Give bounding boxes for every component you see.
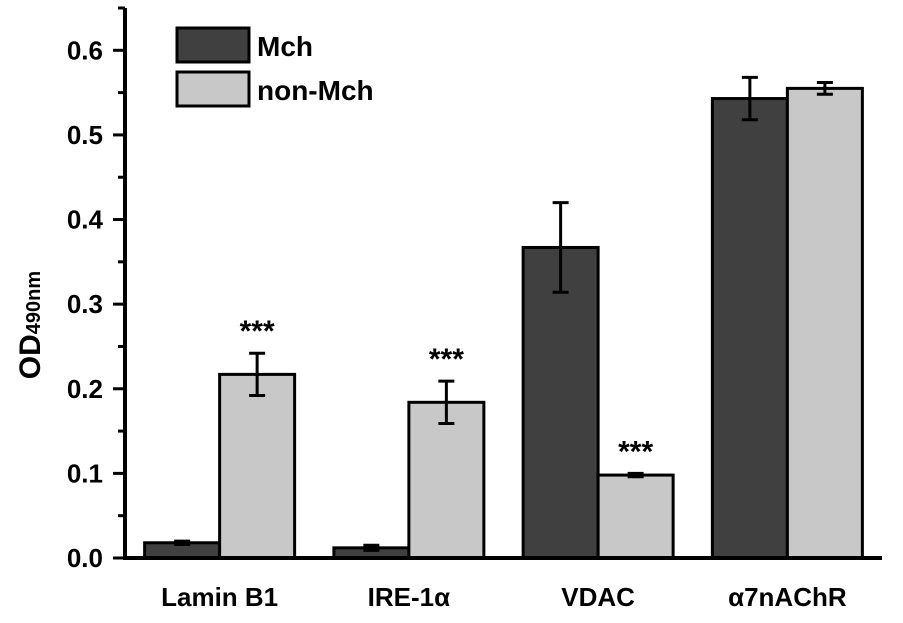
y-tick-label: 0.5 — [67, 120, 103, 150]
legend-swatch-Mch — [175, 26, 251, 64]
bar-Mch — [521, 245, 600, 560]
significance-marker: *** — [240, 315, 275, 348]
y-tick-label: 0.4 — [67, 205, 104, 235]
legend-label: non-Mch — [257, 75, 374, 106]
y-tick-label: 0.6 — [67, 35, 103, 65]
bar-Mch — [710, 97, 789, 560]
legend: Mch non-Mch — [175, 26, 374, 108]
category-label: Lamin B1 — [161, 582, 278, 612]
bar-non-Mch — [785, 86, 864, 560]
significance-marker: *** — [429, 343, 464, 376]
y-axis-label-subscript: 490nm — [23, 271, 45, 334]
category-label: VDAC — [561, 582, 635, 612]
significance-marker: *** — [618, 435, 653, 468]
category-label: IRE-1α — [368, 582, 450, 612]
y-tick-label: 0.1 — [67, 458, 103, 488]
y-tick-label: 0.2 — [67, 374, 103, 404]
y-tick-label: 0.3 — [67, 289, 103, 319]
significance-markers: *** *** *** — [240, 315, 654, 468]
y-axis-label-main: OD — [14, 334, 47, 379]
y-axis-label: OD490nm — [14, 271, 47, 379]
y-axis-ticks: 0.0 0.1 0.2 0.3 0.4 0.5 0.6 — [67, 6, 125, 573]
category-label: α7nAChR — [728, 582, 847, 612]
legend-label: Mch — [257, 31, 313, 62]
x-axis-category-labels: Lamin B1 IRE-1α VDAC α7nAChR — [161, 582, 847, 612]
bar-non-Mch — [596, 473, 675, 560]
bar-non-Mch — [407, 400, 486, 560]
legend-swatch-non-Mch — [175, 70, 251, 108]
y-tick-label: 0.0 — [67, 543, 103, 573]
bar-non-Mch — [218, 372, 297, 560]
error-bars — [174, 75, 833, 552]
